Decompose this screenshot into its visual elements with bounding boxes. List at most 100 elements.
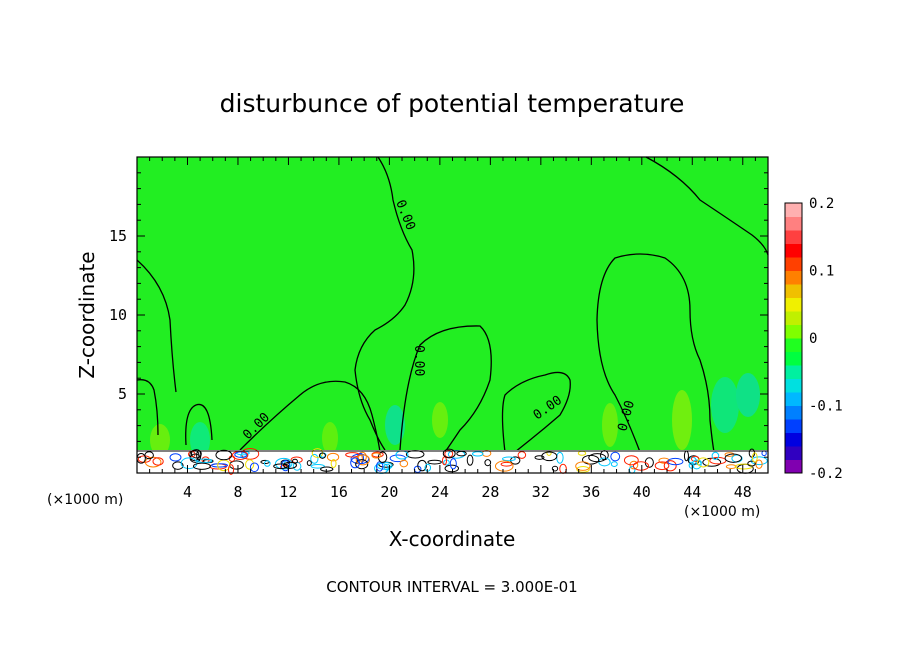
colorbar-ticks: 0.2 0.1 0 -0.1 -0.2 [809, 196, 843, 482]
turbulence-contour [623, 455, 639, 466]
turbulence-contour [283, 461, 297, 469]
near-ground-anomalies [150, 373, 760, 458]
x-tick-label: 24 [431, 483, 449, 501]
turbulence-contour [355, 454, 370, 466]
y-tick-label: 15 [109, 227, 127, 245]
turbulence-contour [551, 465, 559, 472]
turbulence-contour [751, 452, 758, 463]
colorbar-frame [784, 202, 803, 474]
turbulence-contour [192, 462, 211, 470]
colorbar-segment [785, 432, 802, 447]
plot-background [137, 157, 768, 473]
turbulence-contour [484, 459, 492, 467]
turbulence-contour [417, 459, 427, 472]
colorbar-segment [785, 378, 802, 393]
zero-contours [136, 156, 769, 453]
contour-label: 0.00 [411, 345, 426, 376]
colorbar-segment [785, 365, 802, 379]
turbulence-contour [442, 448, 456, 459]
turbulence-contour [481, 449, 492, 457]
turbulence-contour [326, 452, 340, 462]
turbulence-contour [375, 461, 384, 472]
colorbar-segment [785, 338, 802, 352]
turbulence-contour [534, 455, 545, 460]
x-unit-label: (×1000 m) [47, 492, 123, 508]
turbulence-contour [449, 458, 457, 470]
colorbar-segment [785, 243, 802, 258]
turbulence-contour [444, 464, 460, 473]
turbulence-contour [263, 460, 271, 467]
turbulence-contour [190, 449, 202, 459]
colorbar-tick-label: -0.2 [809, 466, 843, 482]
turbulence-contour [688, 461, 695, 469]
turbulence-contour [667, 457, 684, 466]
turbulence-contour [310, 453, 319, 464]
turbulence-contour [350, 457, 360, 469]
x-tick-label: 4 [183, 483, 192, 501]
turbulence-contour [632, 461, 650, 471]
x-tick-label: 28 [481, 483, 499, 501]
turbulence-contour [371, 452, 382, 459]
x-tick-label: 32 [532, 483, 550, 501]
x-tick-label: 48 [734, 483, 752, 501]
colorbar-segment [785, 405, 802, 420]
turbulence-contour [274, 457, 293, 470]
y-axis: 5 10 15 [109, 172, 768, 458]
colorbar-segment [785, 446, 802, 460]
turbulence-contour [734, 463, 753, 470]
turbulence-contour [306, 460, 312, 466]
x-tick-label: 20 [380, 483, 398, 501]
turbulence-contour [576, 466, 590, 473]
turbulence-contour [318, 452, 326, 459]
turbulence-contour [292, 458, 298, 464]
turbulence-contour [725, 464, 737, 469]
turbulence-contour [211, 463, 228, 468]
turbulence-contour [690, 455, 700, 462]
x-axis-label: X-coordinate [389, 527, 516, 551]
turbulence-contour [724, 453, 742, 463]
colorbar-segment [785, 392, 802, 406]
x-tick-label: 36 [582, 483, 600, 501]
x-tick-label: 16 [330, 483, 348, 501]
turbulence-contour [249, 462, 260, 473]
colorbar-tick-label: 0.1 [809, 264, 834, 280]
turbulence-contour [355, 459, 369, 470]
colorbar-segment [785, 311, 802, 325]
turbulence-contour [575, 461, 591, 471]
turbulence-contour [330, 458, 337, 468]
turbulence-contour [610, 451, 621, 462]
turbulence-contour [654, 461, 670, 471]
turbulence-contour [711, 451, 720, 460]
turbulence-contour [588, 453, 607, 463]
y-axis-label: Z-coordinate [75, 251, 99, 378]
turbulence-contour [169, 453, 182, 462]
chart-title: disturbunce of potential temperature [220, 89, 685, 118]
colorbar-tick-label: 0 [809, 331, 817, 347]
turbulence-contour [377, 451, 388, 463]
turbulence-contour [245, 459, 255, 470]
turbulence-contour [280, 459, 291, 472]
colorbar-segment [785, 203, 802, 217]
x-tick-label: 44 [683, 483, 701, 501]
turbulence-contour [441, 456, 448, 466]
turbulence-contour [310, 463, 325, 469]
turbulence-contour [494, 460, 514, 472]
turbulence-contour [273, 463, 288, 470]
turbulence-contour [227, 464, 235, 475]
turbulence-contour [196, 458, 213, 463]
turbulence-contour [466, 454, 474, 466]
turbulence-contour [471, 451, 484, 457]
turbulence-contour [424, 463, 432, 472]
turbulence-contour [691, 459, 702, 470]
colorbar-segment [785, 324, 802, 339]
colorbar-segment [785, 351, 802, 366]
colorbar-segment [785, 297, 802, 312]
y-tick-label: 5 [118, 385, 127, 403]
turbulence-contour [541, 451, 558, 462]
x-unit-label-right: (×1000 m) [684, 504, 760, 520]
x-axis: 4 8 12 16 20 24 28 32 36 40 44 48 [149, 157, 756, 501]
turbulence-contour [172, 461, 184, 470]
colorbar-segment [785, 459, 802, 474]
turbulence-contour [427, 459, 442, 465]
turbulence-contour [383, 463, 391, 471]
